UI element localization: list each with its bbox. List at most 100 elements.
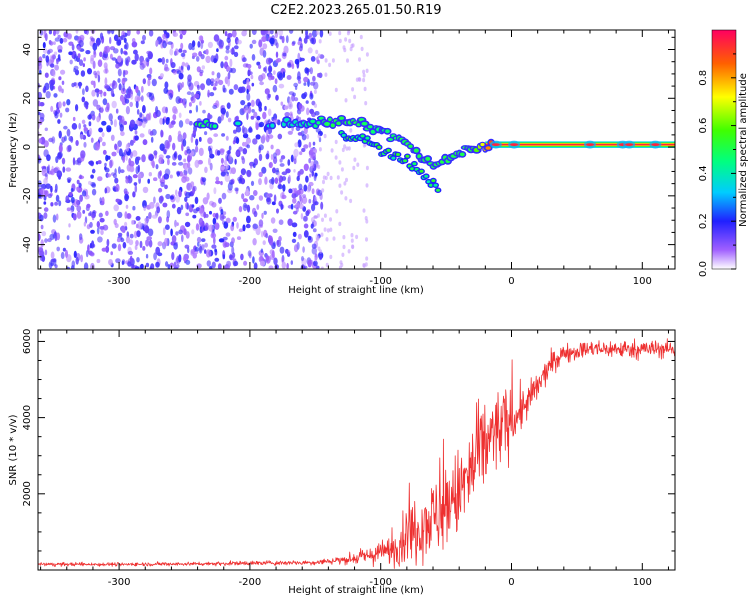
heatmap-noise-cell	[227, 78, 231, 87]
heatmap-noise-cell	[155, 261, 160, 268]
heatmap-noise-cell	[148, 172, 152, 177]
heatmap-noise-cell	[272, 228, 278, 233]
heatmap-noise-cell	[38, 91, 42, 100]
heatmap-noise-cell	[50, 262, 54, 267]
heatmap-noise-cell	[225, 111, 229, 118]
snr-ytick-label: 6000	[22, 329, 33, 354]
heatmap-noise-cell	[270, 217, 276, 224]
heatmap-noise-cell	[224, 30, 228, 37]
heatmap-noise-cell	[59, 112, 63, 118]
heatmap-noise-cell	[130, 151, 133, 159]
heatmap-noise-cell	[252, 138, 258, 145]
heatmap-noise-cell	[213, 133, 219, 138]
heatmap-noise-cell	[176, 70, 182, 75]
heatmap-noise-cell	[44, 173, 48, 177]
heatmap-noise-cell	[187, 74, 192, 82]
heatmap-noise-cell	[117, 211, 123, 219]
heatmap-noise-cell	[297, 116, 302, 121]
heatmap-noise-cell	[66, 235, 70, 241]
heatmap-noise-cell	[148, 30, 154, 37]
heatmap-noise-cell	[162, 227, 166, 236]
heatmap-noise-cell	[224, 266, 228, 269]
heatmap-noise-cell	[73, 250, 77, 258]
heatmap-noise-cell	[302, 215, 308, 222]
heatmap-noise-cell	[291, 192, 297, 199]
heatmap-noise-cell	[127, 86, 132, 94]
heatmap-noise-cell	[145, 239, 150, 247]
heatmap-noise-cell	[365, 165, 369, 171]
heatmap-noise-cell	[187, 247, 190, 254]
heatmap-noise-cell	[195, 138, 199, 146]
heatmap-xtick-label: -300	[108, 276, 131, 287]
heatmap-noise-cell	[241, 30, 247, 37]
heatmap-noise-cell	[286, 262, 289, 269]
heatmap-noise-cell	[136, 156, 141, 161]
heatmap-noise-cell	[218, 238, 225, 243]
heatmap-noise-cell	[57, 85, 62, 92]
heatmap-noise-cell	[43, 212, 48, 220]
snr-ytick-label: 2000	[22, 481, 33, 506]
heatmap-noise-cell	[45, 183, 51, 189]
heatmap-noise-cell	[317, 134, 321, 139]
heatmap-noise-cell	[349, 46, 353, 52]
heatmap-noise-cell	[49, 79, 55, 87]
heatmap-noise-cell	[100, 106, 104, 114]
heatmap-noise-cell	[282, 184, 286, 192]
heatmap-noise-cell	[227, 32, 233, 38]
heatmap-noise-cell	[224, 55, 229, 61]
heatmap-noise-cell	[325, 237, 329, 242]
heatmap-noise-cell	[61, 80, 65, 86]
heatmap-noise-cell	[158, 187, 163, 193]
heatmap-noise-cell	[153, 177, 158, 182]
heatmap-noise-cell	[314, 103, 317, 108]
heatmap-signal-cell	[651, 143, 660, 147]
heatmap-noise-cell	[199, 101, 202, 106]
heatmap-noise-cell	[260, 30, 266, 36]
heatmap-noise-cell	[204, 249, 207, 254]
heatmap-noise-cell	[273, 241, 276, 247]
heatmap-noise-cell	[38, 138, 42, 144]
heatmap-noise-cell	[155, 246, 161, 255]
heatmap-noise-cell	[259, 47, 265, 56]
heatmap-noise-cell	[163, 67, 170, 72]
heatmap-signal-cell	[370, 129, 376, 134]
heatmap-noise-cell	[111, 100, 117, 109]
heatmap-noise-cell	[132, 191, 136, 198]
heatmap-noise-cell	[250, 180, 255, 186]
heatmap-noise-cell	[252, 238, 257, 246]
heatmap-signal-cell	[491, 143, 500, 147]
heatmap-noise-cell	[147, 51, 153, 59]
heatmap-signal-cell	[212, 124, 217, 129]
heatmap-noise-cell	[202, 109, 206, 114]
heatmap-noise-cell	[358, 57, 361, 62]
heatmap-noise-cell	[75, 140, 79, 146]
heatmap-noise-cell	[223, 221, 229, 229]
heatmap-noise-cell	[247, 69, 251, 77]
heatmap-noise-cell	[148, 239, 153, 248]
heatmap-noise-cell	[200, 41, 204, 50]
heatmap-noise-cell	[168, 122, 173, 129]
heatmap-noise-cell	[316, 235, 320, 241]
heatmap-noise-cell	[157, 171, 162, 179]
heatmap-noise-cell	[273, 38, 278, 46]
heatmap-noise-cell	[190, 135, 194, 143]
heatmap-signal-cell	[419, 169, 424, 173]
heatmap-noise-cell	[308, 158, 312, 164]
heatmap-noise-cell	[313, 174, 317, 182]
heatmap-noise-cell	[308, 198, 312, 204]
heatmap-noise-cell	[125, 143, 130, 152]
heatmap-noise-cell	[121, 260, 125, 265]
heatmap-noise-cell	[173, 30, 176, 33]
heatmap-noise-cell	[216, 150, 221, 156]
heatmap-noise-cell	[117, 243, 122, 252]
heatmap-noise-cell	[125, 204, 129, 209]
heatmap-noise-cell	[338, 160, 342, 165]
heatmap-signal-cell	[485, 146, 491, 150]
heatmap-noise-cell	[320, 201, 324, 210]
snr-xtick-label: -200	[239, 577, 262, 588]
heatmap-noise-cell	[124, 221, 128, 227]
heatmap-noise-cell	[103, 84, 110, 90]
heatmap-noise-cell	[291, 238, 297, 243]
heatmap-noise-cell	[284, 112, 291, 117]
heatmap-noise-cell	[56, 58, 59, 65]
